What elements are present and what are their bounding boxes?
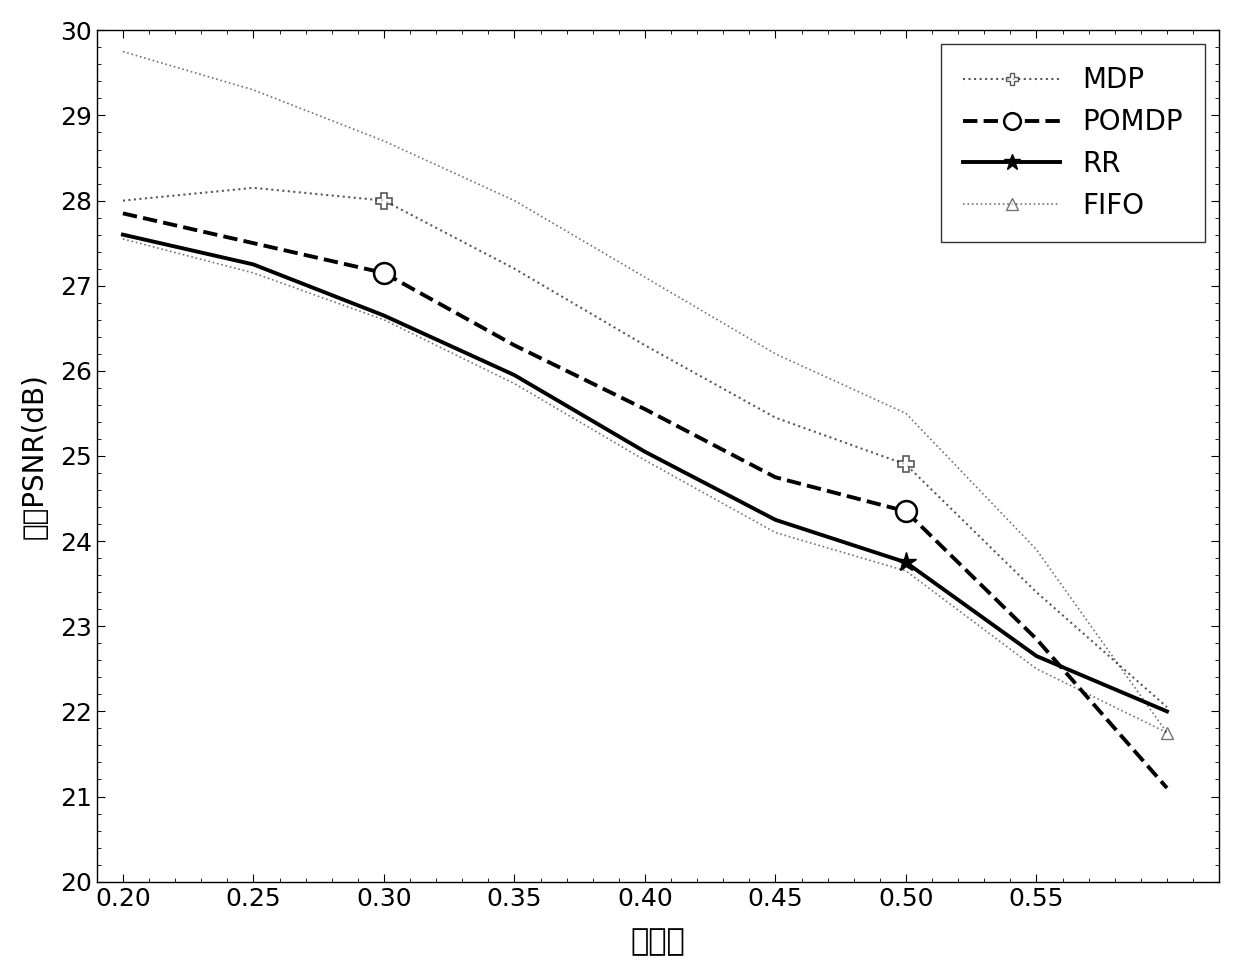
Legend: MDP, POMDP, RR, FIFO: MDP, POMDP, RR, FIFO	[941, 44, 1205, 242]
X-axis label: 丢包率: 丢包率	[631, 927, 686, 956]
Y-axis label: 平均PSNR(dB): 平均PSNR(dB)	[21, 373, 48, 539]
